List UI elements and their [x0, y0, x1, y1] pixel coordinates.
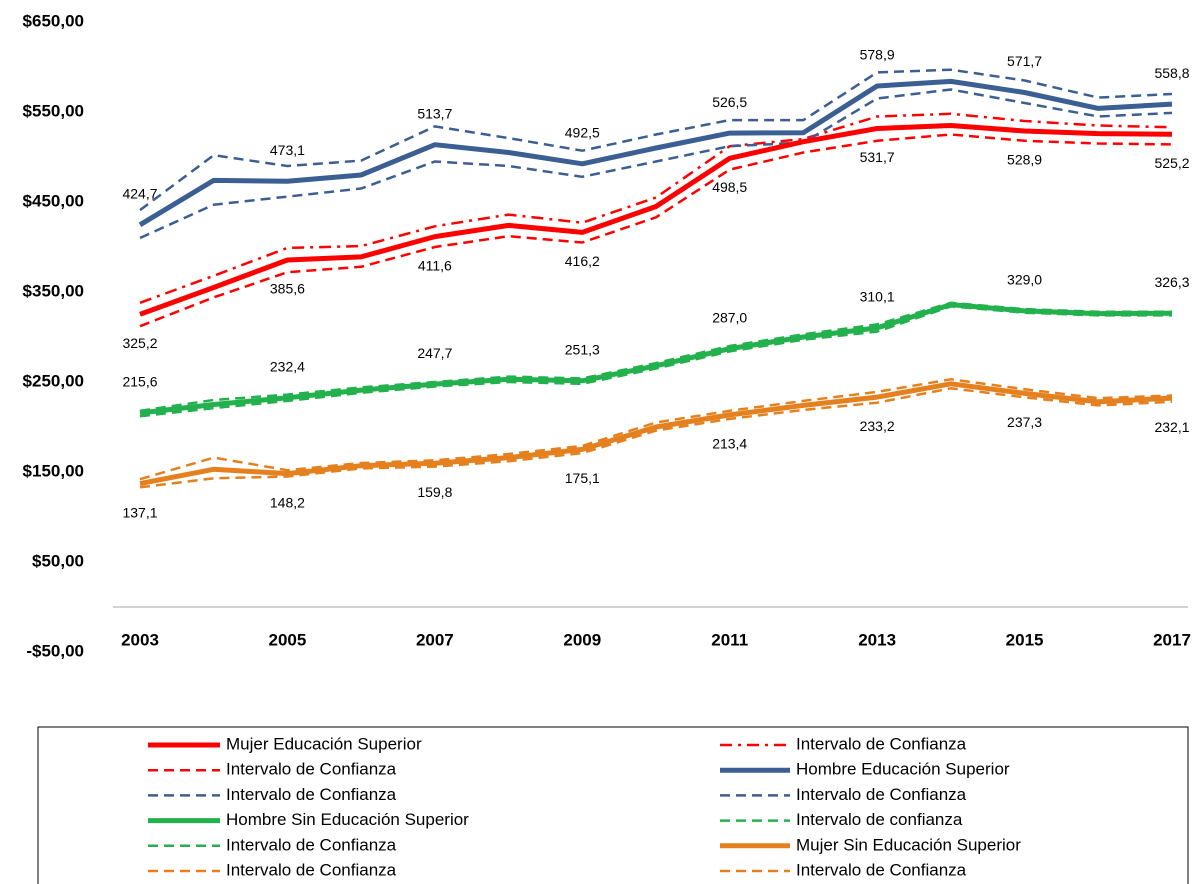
- data-label: 558,8: [1154, 65, 1189, 81]
- data-label: 416,2: [565, 253, 600, 269]
- data-label: 411,6: [418, 257, 452, 273]
- data-label: 175,1: [565, 470, 600, 486]
- series-line: [139, 381, 1173, 487]
- y-tick-label: $250,00: [23, 371, 84, 390]
- y-tick-label: -$50,00: [26, 641, 84, 660]
- x-tick-label: 2003: [121, 630, 159, 649]
- legend-label: Hombre Sin Educación Superior: [226, 810, 469, 829]
- y-tick-label: $150,00: [23, 461, 84, 480]
- x-tick-label: 2013: [858, 630, 896, 649]
- y-tick-label: $650,00: [23, 11, 84, 30]
- data-label: 251,3: [565, 342, 600, 358]
- data-label: 326,3: [1154, 274, 1189, 290]
- data-label: 473,1: [270, 142, 305, 158]
- data-label: 148,2: [270, 494, 305, 510]
- data-label: 325,2: [122, 335, 157, 351]
- data-label: 215,6: [122, 374, 157, 390]
- y-tick-label: $50,00: [32, 551, 84, 570]
- series-line: [139, 88, 1173, 240]
- legend-box: [37, 726, 1189, 884]
- legend-label: Intervalo de confianza: [796, 810, 963, 829]
- series-line: [139, 133, 1173, 328]
- x-tick-label: 2005: [269, 630, 307, 649]
- legend-label: Intervalo de Confianza: [226, 760, 397, 779]
- data-label: 571,7: [1007, 53, 1042, 69]
- series-line: [139, 68, 1173, 212]
- data-label: 385,6: [270, 281, 305, 297]
- legend-label: Intervalo de Confianza: [226, 785, 397, 804]
- data-label: 525,2: [1154, 155, 1189, 171]
- y-tick-label: $550,00: [23, 101, 84, 120]
- x-tick-label: 2011: [711, 630, 748, 649]
- data-label: 531,7: [860, 149, 895, 165]
- legend-label: Intervalo de Confianza: [796, 860, 967, 879]
- legend-label: Mujer Sin Educación Superior: [796, 835, 1021, 854]
- legend-label: Intervalo de Confianza: [226, 860, 397, 879]
- data-label: 287,0: [712, 309, 747, 325]
- data-label: 513,7: [417, 105, 452, 121]
- data-label: 237,3: [1007, 414, 1042, 430]
- data-label: 578,9: [860, 47, 895, 63]
- x-tick-label: 2009: [563, 630, 601, 649]
- x-tick-label: 2015: [1006, 630, 1044, 649]
- data-label: 310,1: [860, 289, 895, 305]
- y-tick-label: $450,00: [23, 191, 84, 210]
- series-line: [139, 378, 1173, 481]
- data-label: 528,9: [1007, 152, 1042, 168]
- data-label: 526,5: [712, 94, 747, 110]
- data-label: 137,1: [122, 504, 157, 520]
- data-label: 329,0: [1007, 272, 1042, 288]
- legend-label: Intervalo de Confianza: [226, 835, 397, 854]
- legend-label: Intervalo de Confianza: [796, 785, 967, 804]
- data-label: 159,8: [417, 484, 452, 500]
- data-label: 233,2: [860, 418, 895, 434]
- data-label: 492,5: [565, 124, 600, 140]
- series-line: [138, 78, 1173, 227]
- legend-label: Intervalo de Confianza: [796, 734, 967, 753]
- y-tick-label: $350,00: [23, 281, 84, 300]
- legend-label: Hombre Educación Superior: [796, 760, 1010, 779]
- series-line: [139, 112, 1173, 304]
- data-label: 232,4: [270, 359, 305, 375]
- x-tick-label: 2017: [1153, 630, 1191, 649]
- series-line: [139, 302, 1173, 416]
- data-label: 247,7: [417, 345, 452, 361]
- x-tick-label: 2007: [416, 630, 454, 649]
- data-label: 424,7: [122, 185, 157, 201]
- legend-label: Mujer Educación Superior: [226, 734, 422, 753]
- data-label: 213,4: [712, 436, 747, 452]
- series-line: [139, 123, 1173, 317]
- series-line: [139, 387, 1173, 489]
- data-label: 232,1: [1154, 419, 1189, 435]
- data-label: 498,5: [712, 179, 747, 195]
